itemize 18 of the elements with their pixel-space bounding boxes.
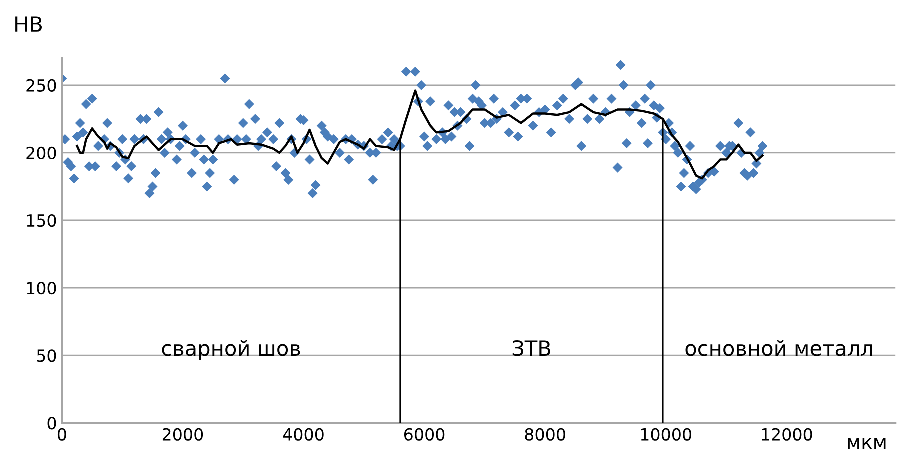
y-tick-label: 50: [37, 350, 56, 362]
x-tick-label: 6000: [404, 428, 445, 441]
y-tick-label: 100: [27, 282, 56, 295]
y-tick-label: 0: [48, 417, 56, 430]
x-tick-label: 10000: [641, 428, 692, 441]
x-tick-label: 8000: [525, 428, 566, 441]
x-tick-label: 4000: [283, 428, 324, 441]
y-tick-label: 200: [26, 146, 56, 160]
y-axis-title: HB: [16, 16, 42, 32]
annotation: сварной шов: [162, 340, 300, 360]
x-tick-label: 0: [58, 428, 66, 441]
y-tick-label: 150: [27, 214, 56, 228]
x-tick-label: 2000: [162, 428, 204, 441]
annotation: основной металл: [686, 340, 872, 356]
annotation: ЗТВ: [512, 340, 550, 356]
x-tick-label: 12000: [762, 428, 812, 441]
y-tick-label: 250: [26, 79, 56, 92]
x-axis-title: мкм: [848, 438, 886, 450]
